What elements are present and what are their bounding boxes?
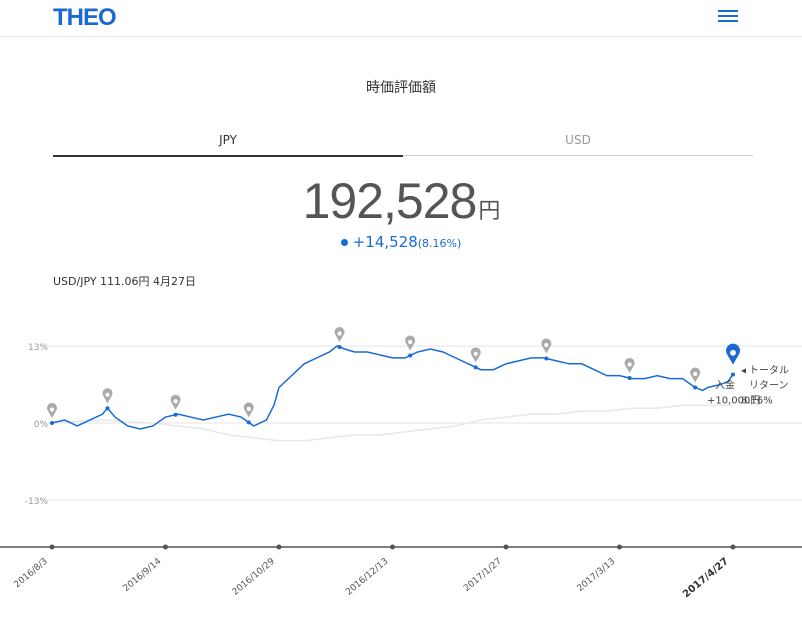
tab-usd[interactable]: USD xyxy=(403,133,753,156)
pin-hole xyxy=(337,331,342,336)
x-tick-dot xyxy=(730,544,736,550)
x-tick-label: 2016/10/29 xyxy=(231,556,277,597)
pin-hole xyxy=(105,392,110,397)
x-tick-dot xyxy=(163,544,168,550)
y-tick-label: 13% xyxy=(28,343,48,353)
x-tick-label: 2017/4/27 xyxy=(681,556,731,600)
event-pin-icon xyxy=(334,327,345,343)
tooltip-return-value: 8.16% xyxy=(741,395,773,406)
event-pin-icon xyxy=(243,402,254,418)
x-tick-dot xyxy=(276,544,282,550)
event-pin-icon xyxy=(470,347,481,363)
pin-hole xyxy=(473,351,478,356)
event-pin-icon xyxy=(541,338,552,354)
tooltip-deposit-label: 入金 xyxy=(715,378,735,391)
theo-logo[interactable]: THEO xyxy=(53,4,117,31)
data-point xyxy=(627,376,632,381)
y-tick-label: -13% xyxy=(25,497,49,507)
x-tick-label: 2017/1/27 xyxy=(462,557,504,594)
data-point xyxy=(337,345,342,350)
pin-hole xyxy=(730,349,736,356)
header: THEO xyxy=(0,0,802,37)
pin-hole xyxy=(408,339,413,345)
x-tick-label: 2016/8/3 xyxy=(13,557,50,591)
change-amount: +14,528 xyxy=(352,233,418,251)
tab-jpy[interactable]: JPY xyxy=(53,133,403,157)
x-tick-label: 2017/3/13 xyxy=(576,557,618,594)
pin-hole xyxy=(173,399,178,404)
portfolio-line xyxy=(51,345,734,430)
tooltip-arrow: ◂ xyxy=(741,365,746,376)
event-pin-icon xyxy=(102,388,113,404)
tooltip-total-label: トータル xyxy=(749,364,789,376)
tooltip-return-label: リターン xyxy=(749,379,789,391)
data-point xyxy=(105,406,110,411)
data-point xyxy=(408,353,413,358)
pin-hole xyxy=(627,362,632,367)
event-pin-icon xyxy=(690,367,701,383)
pin-hole xyxy=(49,407,55,412)
x-tick-dot xyxy=(49,544,55,550)
y-tick-label: 0% xyxy=(34,420,49,430)
pin-hole xyxy=(693,371,698,377)
data-point xyxy=(473,365,478,370)
page-title: 時価評価額 xyxy=(366,80,436,96)
change-percent: (8.16%) xyxy=(417,237,462,250)
data-point xyxy=(693,385,698,390)
data-point xyxy=(731,372,735,377)
pin-hole xyxy=(544,342,549,348)
data-point xyxy=(50,421,54,425)
change-summary: +14,528(8.16%) xyxy=(0,233,802,251)
x-tick-label: 2016/12/13 xyxy=(344,557,390,598)
active-pin-icon xyxy=(726,343,741,365)
event-pin-icon xyxy=(624,358,635,374)
chart[interactable]: 13% 0% -13% 2016/8/3 2016/9/14 2016/10/29 201… xyxy=(0,300,802,600)
data-point xyxy=(246,420,251,425)
pin-hole xyxy=(246,406,251,412)
data-point xyxy=(544,356,549,361)
fx-rate: USD/JPY 111.06円 4月27日 xyxy=(53,275,197,288)
event-pin-icon xyxy=(46,403,57,418)
x-tick-dot xyxy=(617,544,622,550)
total-unit: 円 xyxy=(478,198,500,223)
tooltip-deposit-value: +10,000円 xyxy=(707,395,760,406)
total-value: 192,528円 xyxy=(0,172,802,230)
benchmark-line xyxy=(51,404,733,442)
event-pin-icon xyxy=(170,394,181,410)
data-point xyxy=(173,412,178,417)
x-tick-dot xyxy=(503,544,509,550)
x-tick-dot xyxy=(390,544,395,550)
dot-icon xyxy=(340,239,348,246)
event-pin-icon xyxy=(405,335,416,351)
total-amount: 192,528 xyxy=(302,173,478,229)
hamburger-menu-icon[interactable] xyxy=(718,10,738,24)
x-tick-label: 2016/9/14 xyxy=(122,556,164,593)
